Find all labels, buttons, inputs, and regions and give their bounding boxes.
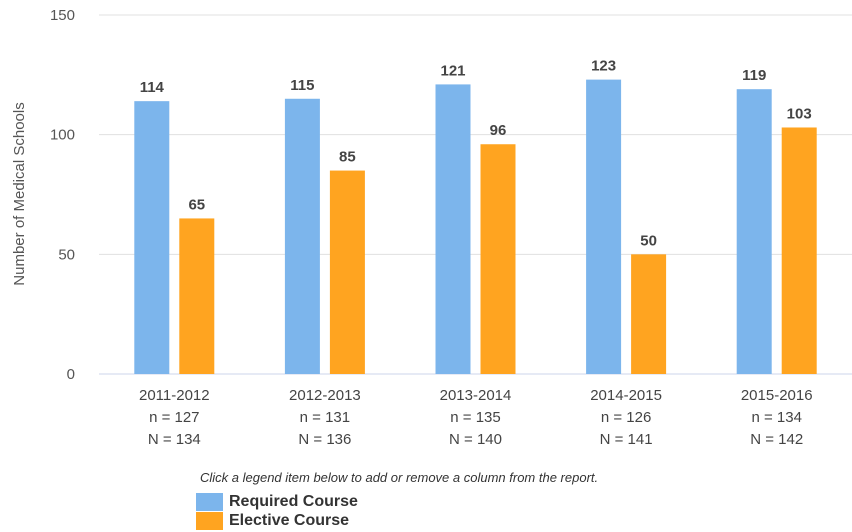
y-tick-label: 150 bbox=[50, 7, 75, 24]
x-tick-sublabel: N = 134 bbox=[148, 431, 201, 448]
data-label: 50 bbox=[640, 232, 657, 249]
legend-label: Elective Course bbox=[229, 511, 350, 529]
y-tick-label: 50 bbox=[58, 246, 75, 263]
data-label: 123 bbox=[591, 58, 616, 75]
x-tick-sublabel: n = 131 bbox=[300, 409, 350, 426]
x-tick-sublabel: n = 135 bbox=[450, 409, 500, 426]
data-label: 119 bbox=[742, 67, 766, 84]
x-tick-sublabel: n = 134 bbox=[751, 409, 801, 426]
x-tick-sublabel: n = 126 bbox=[601, 409, 651, 426]
legend-swatch bbox=[196, 492, 223, 511]
bar-required bbox=[435, 84, 471, 374]
data-label: 85 bbox=[339, 149, 356, 166]
x-tick-label: 2012-2013 bbox=[289, 387, 361, 404]
x-tick-sublabel: N = 136 bbox=[298, 431, 351, 448]
x-tick-label: 2014-2015 bbox=[590, 387, 662, 404]
x-tick-sublabel: N = 142 bbox=[750, 431, 803, 448]
data-label: 103 bbox=[787, 105, 812, 122]
data-label: 121 bbox=[440, 62, 465, 79]
data-label: 96 bbox=[490, 122, 507, 139]
legend-swatch bbox=[196, 511, 223, 530]
bar-elective bbox=[179, 218, 215, 374]
bar-elective bbox=[329, 170, 365, 374]
legend: Required Course Elective Course bbox=[196, 492, 358, 530]
y-tick-label: 0 bbox=[67, 366, 75, 383]
legend-instruction: Click a legend item below to add or remo… bbox=[200, 470, 599, 485]
bar-elective bbox=[631, 254, 667, 374]
bar-required bbox=[586, 79, 622, 375]
x-tick-sublabel: N = 140 bbox=[449, 431, 502, 448]
legend-item-required[interactable]: Required Course bbox=[196, 492, 358, 511]
x-tick-label: 2011-2012 bbox=[139, 387, 210, 404]
y-tick-label: 100 bbox=[50, 127, 75, 144]
data-label: 114 bbox=[140, 79, 165, 96]
bar-elective bbox=[781, 127, 817, 374]
bar-required bbox=[134, 101, 170, 374]
x-tick-label: 2013-2014 bbox=[440, 387, 512, 404]
x-tick-sublabel: N = 141 bbox=[600, 431, 653, 448]
legend-label: Required Course bbox=[229, 492, 358, 510]
bar-elective bbox=[480, 144, 516, 374]
x-tick-label: 2015-2016 bbox=[741, 387, 813, 404]
x-tick-sublabel: n = 127 bbox=[149, 409, 199, 426]
bar-required bbox=[284, 98, 320, 375]
y-axis-label: Number of Medical Schools bbox=[11, 102, 28, 285]
data-label: 65 bbox=[188, 196, 205, 213]
legend-item-elective[interactable]: Elective Course bbox=[196, 511, 358, 530]
data-label: 115 bbox=[290, 77, 314, 94]
bar-required bbox=[736, 89, 772, 375]
bar-chart: 0 50 100 150 Number of Medical Schools 114 65 2… bbox=[11, 7, 852, 448]
